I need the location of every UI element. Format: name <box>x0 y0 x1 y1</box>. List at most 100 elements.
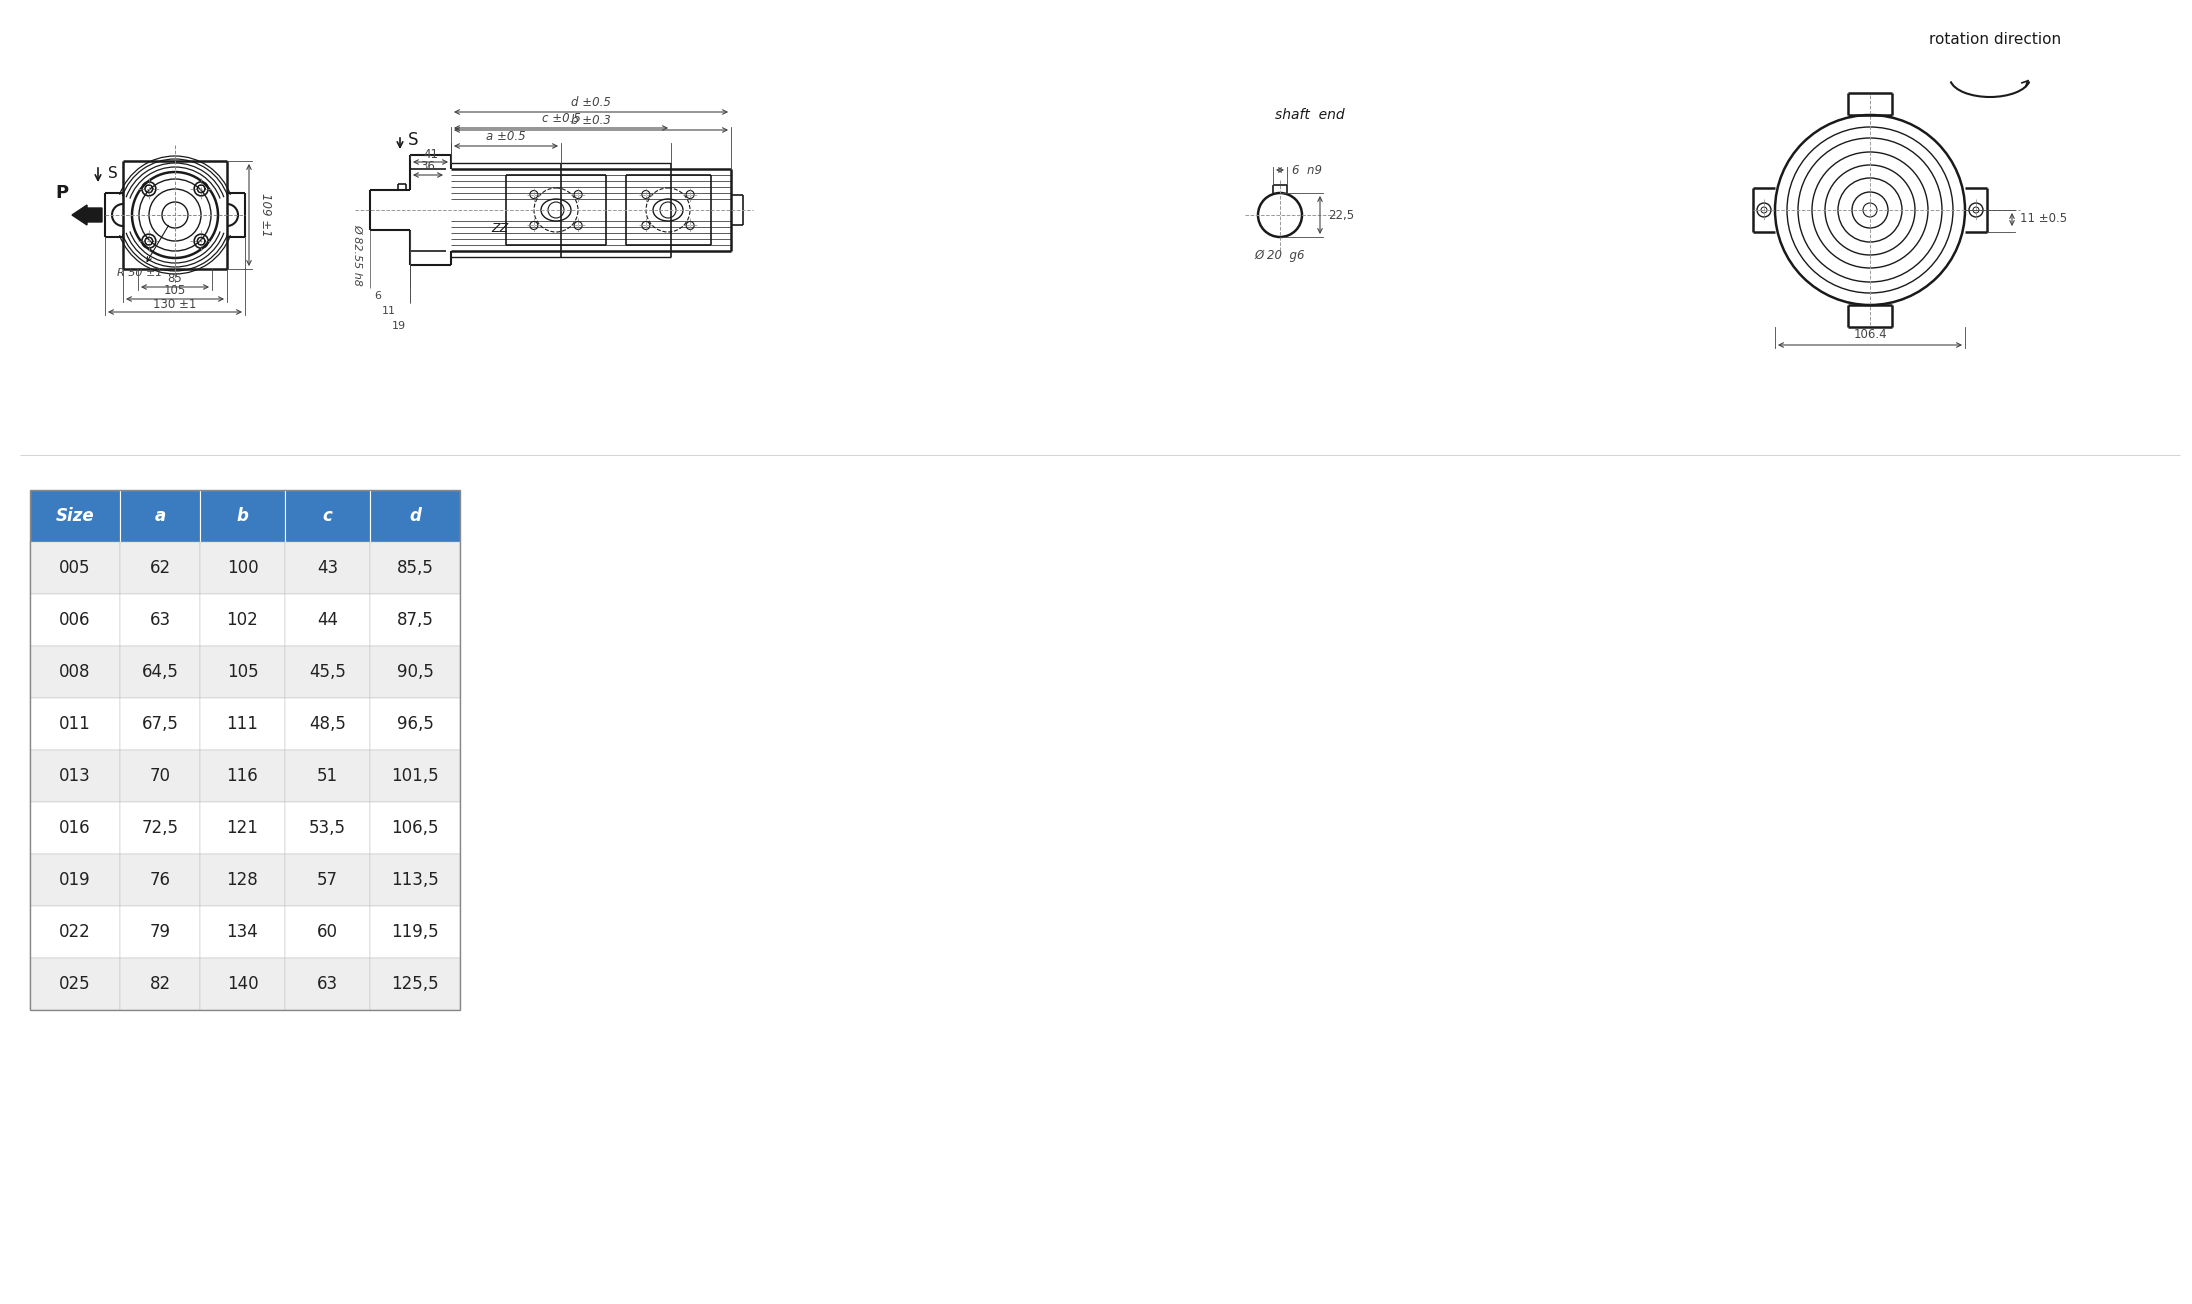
Bar <box>370 698 460 750</box>
Text: 100: 100 <box>226 559 259 576</box>
Text: Ø 20  g6: Ø 20 g6 <box>1254 249 1304 262</box>
Text: 016: 016 <box>59 819 90 837</box>
Text: 134: 134 <box>226 923 259 941</box>
Text: 025: 025 <box>59 975 90 994</box>
Text: 85: 85 <box>167 273 182 286</box>
Bar <box>285 906 370 958</box>
Bar <box>31 958 121 1011</box>
Text: 011: 011 <box>59 715 90 733</box>
Text: b: b <box>237 507 248 526</box>
Text: 11 ±0.5: 11 ±0.5 <box>2021 211 2067 224</box>
Bar <box>31 490 460 1011</box>
Text: 64,5: 64,5 <box>142 662 178 681</box>
Text: 62: 62 <box>149 559 171 576</box>
Bar <box>199 542 285 595</box>
Bar <box>121 595 199 645</box>
Bar <box>121 750 199 802</box>
Text: 113,5: 113,5 <box>390 871 438 889</box>
Text: P: P <box>55 184 68 202</box>
Text: a ±0.5: a ±0.5 <box>487 129 526 142</box>
Bar <box>285 490 370 542</box>
Text: 19: 19 <box>392 321 406 331</box>
Text: 53,5: 53,5 <box>309 819 346 837</box>
Bar <box>31 854 121 906</box>
Text: 105: 105 <box>164 284 186 297</box>
Text: S: S <box>408 130 419 149</box>
Text: 45,5: 45,5 <box>309 662 346 681</box>
Text: Ø 82.55 h8: Ø 82.55 h8 <box>353 224 364 286</box>
Bar <box>285 854 370 906</box>
Bar <box>121 958 199 1011</box>
Bar <box>31 542 121 595</box>
Bar <box>370 490 460 542</box>
Text: 36: 36 <box>421 160 436 173</box>
Bar <box>285 542 370 595</box>
Bar <box>121 802 199 854</box>
Text: 11: 11 <box>381 306 397 316</box>
Bar <box>285 698 370 750</box>
Text: 63: 63 <box>318 975 338 994</box>
Text: 41: 41 <box>423 147 438 160</box>
Text: 008: 008 <box>59 662 90 681</box>
Text: 44: 44 <box>318 612 338 629</box>
Bar <box>370 542 460 595</box>
Bar <box>199 906 285 958</box>
Text: 51: 51 <box>318 767 338 785</box>
Text: 106,5: 106,5 <box>390 819 438 837</box>
Text: 82: 82 <box>149 975 171 994</box>
Bar <box>121 854 199 906</box>
Text: 76: 76 <box>149 871 171 889</box>
Bar <box>285 595 370 645</box>
Text: c ±0.5: c ±0.5 <box>541 112 581 124</box>
Text: 022: 022 <box>59 923 90 941</box>
Text: b ±0.3: b ±0.3 <box>572 113 612 126</box>
Text: 79: 79 <box>149 923 171 941</box>
Bar <box>285 750 370 802</box>
Text: 43: 43 <box>318 559 338 576</box>
Bar <box>285 958 370 1011</box>
Bar <box>370 906 460 958</box>
Text: Size: Size <box>55 507 94 526</box>
Text: c: c <box>322 507 333 526</box>
Text: a: a <box>153 507 167 526</box>
Text: 101,5: 101,5 <box>390 767 438 785</box>
Bar <box>121 645 199 698</box>
Text: 105: 105 <box>226 662 259 681</box>
Bar <box>199 645 285 698</box>
Text: shaft  end: shaft end <box>1276 108 1346 123</box>
Text: ZZ: ZZ <box>491 222 509 235</box>
Bar <box>199 698 285 750</box>
Bar <box>121 698 199 750</box>
Text: 60: 60 <box>318 923 338 941</box>
Text: 85,5: 85,5 <box>397 559 434 576</box>
Text: 102: 102 <box>226 612 259 629</box>
Text: 6: 6 <box>375 291 381 301</box>
Text: 128: 128 <box>226 871 259 889</box>
Text: 006: 006 <box>59 612 90 629</box>
Text: 67,5: 67,5 <box>142 715 178 733</box>
Text: 125,5: 125,5 <box>390 975 438 994</box>
Text: 70: 70 <box>149 767 171 785</box>
Bar <box>370 595 460 645</box>
Text: 111: 111 <box>226 715 259 733</box>
Bar <box>121 490 199 542</box>
Bar <box>370 854 460 906</box>
Text: 22,5: 22,5 <box>1328 209 1355 222</box>
Text: 116: 116 <box>226 767 259 785</box>
Text: 106.4: 106.4 <box>1852 329 1887 342</box>
Text: d: d <box>410 507 421 526</box>
Bar <box>285 645 370 698</box>
Text: 72,5: 72,5 <box>142 819 178 837</box>
Bar <box>370 958 460 1011</box>
Bar <box>199 490 285 542</box>
Text: S: S <box>107 166 118 180</box>
FancyArrow shape <box>72 205 103 226</box>
Bar <box>31 595 121 645</box>
Text: 119,5: 119,5 <box>390 923 438 941</box>
Bar <box>121 906 199 958</box>
Bar <box>199 750 285 802</box>
Text: rotation direction: rotation direction <box>1929 33 2060 47</box>
Text: 019: 019 <box>59 871 90 889</box>
Text: 121: 121 <box>226 819 259 837</box>
Text: 130 ±1: 130 ±1 <box>153 297 197 310</box>
